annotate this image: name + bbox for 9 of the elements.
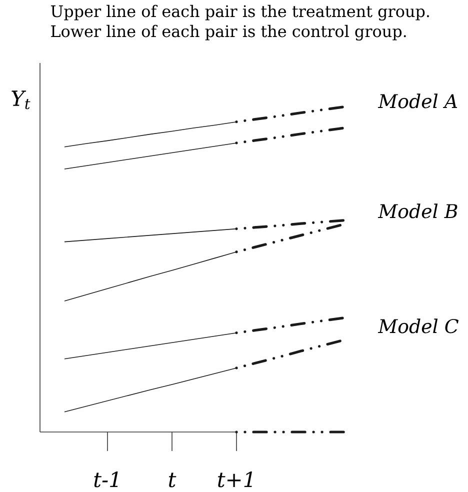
text: Model C <box>378 318 458 334</box>
y-axis-title: Y$_{t}$ <box>12 90 30 110</box>
x-tick-label: t <box>168 472 176 488</box>
chart-title: Upper line of each pair is the treatment group. <box>50 4 430 21</box>
x-tick-label: t+1 <box>218 471 252 488</box>
text: Model B <box>378 204 458 218</box>
x-tick-label: t-1 <box>94 471 118 488</box>
chart-subtitle: Lower line of each pair is the control group. <box>51 24 406 41</box>
text: Model A <box>378 94 458 108</box>
